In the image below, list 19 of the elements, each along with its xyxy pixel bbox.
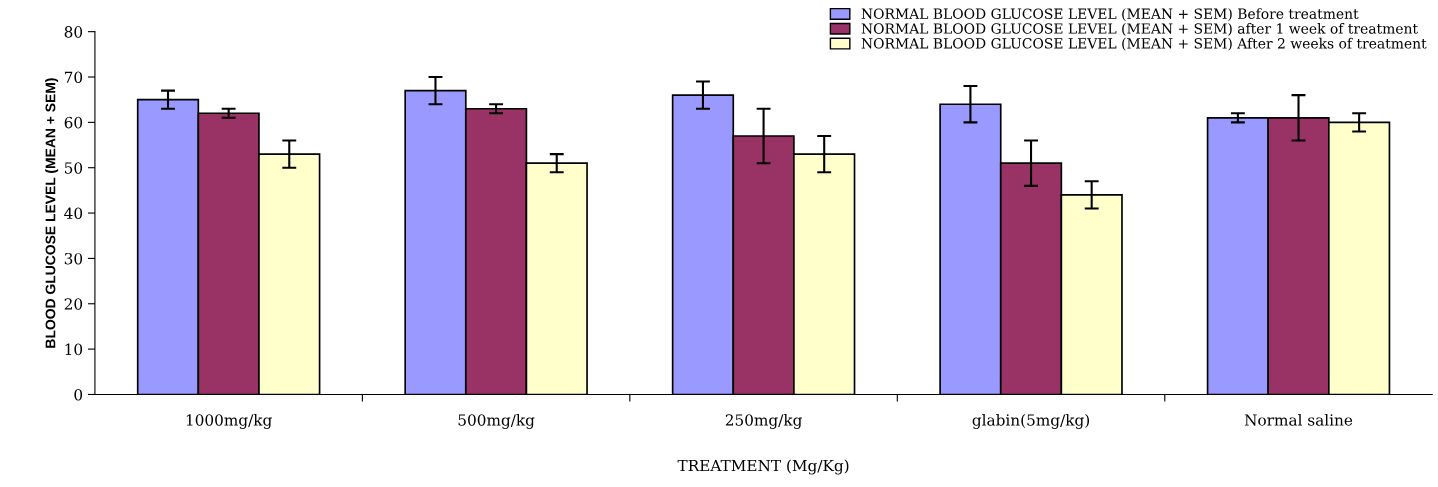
y-tick-label: 30 [64,252,83,265]
x-tick-label: glabin(5mg/kg) [972,413,1090,429]
y-tick-label: 70 [64,71,83,84]
x-tick-label: 500mg/kg [458,413,535,429]
y-axis-title: BLOOD GLUCOSE LEVEL (MEAN + SEM) [45,78,59,348]
y-tick-label: 80 [64,26,83,38]
y-tick-label: 20 [64,298,83,310]
x-tick-label: 1000mg/kg [186,413,272,429]
x-tick-label: 250mg/kg [725,413,802,429]
x-tick-label: Normal saline [1244,413,1353,426]
y-tick-label: 60 [64,116,83,129]
y-tick-label: 10 [65,343,83,356]
legend-label: NORMAL BLOOD GLUCOSE LEVEL (MEAN + SEM) after 1 week of treatment [861,23,1418,36]
legend-label: NORMAL BLOOD GLUCOSE LEVEL (MEAN + SEM) Before treatment [861,8,1359,21]
y-tick-label: 0 [74,388,83,401]
y-tick-label: 50 [64,162,83,174]
y-tick-label: 40 [64,207,83,220]
x-axis-title: TREATMENT (Mg/Kg) [677,459,849,475]
legend-label: NORMAL BLOOD GLUCOSE LEVEL (MEAN + SEM) After 2 weeks of treatment [861,37,1427,51]
